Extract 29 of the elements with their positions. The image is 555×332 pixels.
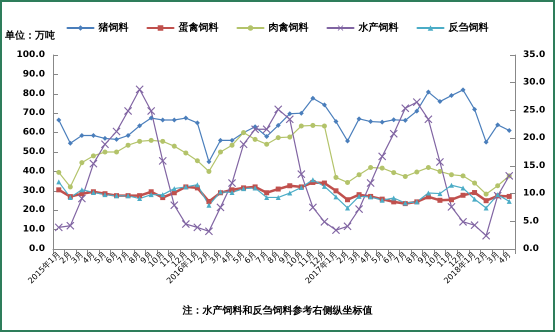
text: 注：水产饲料和反刍饲料参考右侧纵坐标值: [182, 304, 372, 316]
y-tick-label: 70.0: [22, 108, 45, 118]
y2-tick-label: 25.0: [523, 105, 546, 116]
legend-label: 水产饲料: [358, 22, 398, 34]
legend-label: 反刍饲料: [448, 22, 488, 34]
y-axis-title: 单位：万吨: [4, 30, 55, 42]
y2-tick-label: 0.0: [523, 244, 539, 254]
y-tick-label: 20.0: [22, 205, 45, 216]
y2-tick-label: 35.0: [523, 50, 546, 60]
y-tick-label: 100.0: [16, 50, 45, 60]
y-tick-label: 40.0: [22, 166, 45, 176]
legend-label: 猪饲料: [98, 22, 128, 34]
x-tick-label: 3月: [485, 250, 501, 266]
y-tick-label: 60.0: [22, 128, 45, 138]
y2-tick-label: 30.0: [523, 78, 546, 88]
y2-tick-label: 15.0: [523, 160, 546, 171]
y-tick-label: 80.0: [22, 88, 45, 99]
legend-label: 肉禽饲料: [268, 22, 308, 34]
y-tick-label: 50.0: [22, 147, 45, 157]
y2-tick-label: 5.0: [523, 216, 539, 226]
x-tick-label: 3月: [346, 250, 362, 266]
y2-tick-label: 20.0: [523, 133, 546, 144]
x-tick-label: 3月: [208, 250, 224, 266]
legend-label: 蛋禽饲料: [178, 22, 218, 34]
y-tick-label: 0.0: [29, 244, 45, 254]
y-tick-label: 10.0: [22, 224, 45, 235]
y-tick-label: 90.0: [22, 69, 45, 80]
y-tick-label: 30.0: [22, 186, 45, 196]
y2-tick-label: 10.0: [523, 188, 546, 199]
